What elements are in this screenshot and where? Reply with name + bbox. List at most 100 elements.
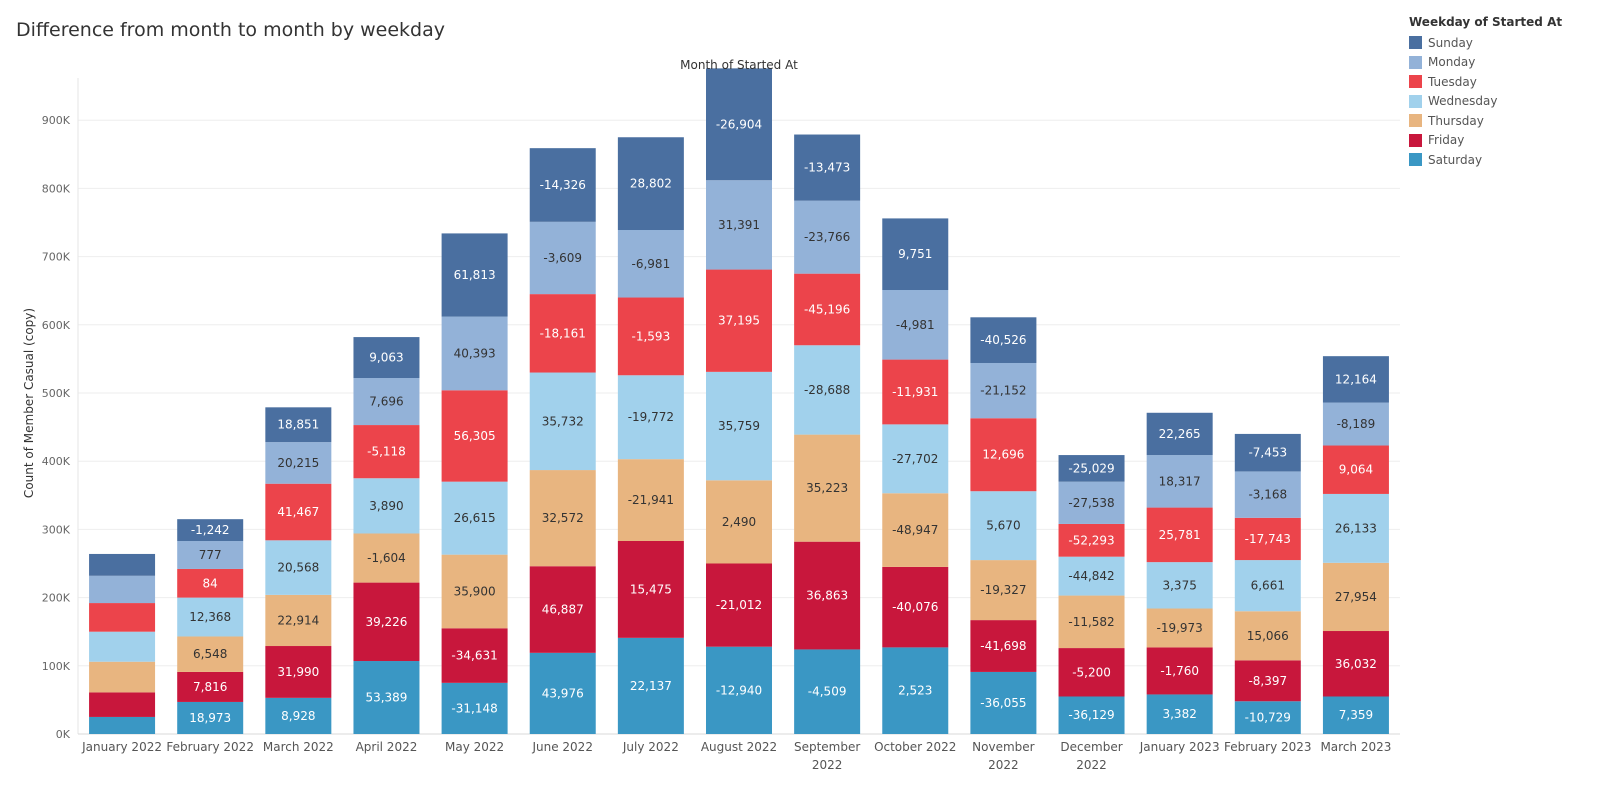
data-label: -14,326: [540, 178, 586, 192]
bars: 18,973 7,816 6,548 12,368 84 777 -1,242 8,928 31…: [89, 68, 1389, 734]
x-tick-label: February 2022: [166, 740, 254, 754]
bar-segment: [177, 636, 244, 672]
data-label: 27,954: [1335, 590, 1377, 604]
data-label: 28,802: [630, 177, 672, 191]
bar-segment: [441, 233, 508, 317]
data-label: 39,226: [365, 615, 407, 629]
data-label: -10,729: [1245, 711, 1291, 725]
legend-swatch: [1409, 55, 1422, 69]
data-label: 6,661: [1251, 579, 1285, 593]
x-tick-label: October 2022: [874, 740, 956, 754]
data-label: -3,168: [1248, 488, 1287, 502]
bar-segment: [970, 491, 1037, 561]
bar-segment: [441, 481, 508, 555]
data-label: 3,382: [1162, 707, 1196, 721]
data-label: 7,359: [1339, 708, 1373, 722]
data-label: -8,189: [1337, 417, 1376, 431]
bar-segment: [177, 540, 244, 569]
x-tick-label: July 2022: [622, 740, 679, 754]
legend-label: Thursday: [1428, 113, 1484, 128]
data-label: 41,467: [277, 505, 319, 519]
bar-segment: [1058, 556, 1125, 596]
data-label: 18,973: [189, 711, 231, 725]
bar-segment: [1322, 402, 1389, 446]
bar-segment: [177, 519, 244, 541]
data-label: -48,947: [892, 523, 938, 537]
bar-segment: [882, 218, 949, 291]
data-label: 7,696: [369, 395, 403, 409]
bar-segment: [617, 540, 684, 638]
y-tick-label: 600K: [42, 319, 71, 332]
x-tick-label: January 2022: [81, 740, 162, 754]
legend-item-friday[interactable]: Friday: [1409, 131, 1562, 151]
x-tick-label: January 2023: [1139, 740, 1220, 754]
bar-segment: [265, 697, 332, 734]
bar-segment: [441, 390, 508, 482]
y-tick-label: 700K: [42, 251, 71, 264]
data-label: 31,391: [718, 218, 760, 232]
data-label: -19,772: [628, 410, 674, 424]
legend-label: Sunday: [1428, 35, 1473, 50]
x-tick-label: 2022: [812, 758, 843, 772]
legend-item-tuesday[interactable]: Tuesday: [1409, 72, 1562, 92]
bar-segment: [353, 582, 420, 662]
bar-segment: [794, 134, 861, 201]
legend-item-sunday[interactable]: Sunday: [1409, 33, 1562, 53]
bar-segment: [265, 442, 332, 484]
bar-segment: [1146, 562, 1213, 609]
data-label: -17,743: [1245, 532, 1291, 546]
bar-segment: [441, 682, 508, 734]
x-tick-label: 2022: [988, 758, 1019, 772]
data-label: 9,751: [898, 247, 932, 261]
bar-segment: [353, 377, 420, 426]
bar-segment: [617, 375, 684, 460]
bar-segment: [617, 137, 684, 231]
data-label: -25,029: [1068, 461, 1114, 475]
legend-swatch: [1409, 114, 1422, 128]
data-label: 53,389: [365, 691, 407, 705]
y-tick-label: 300K: [42, 523, 71, 536]
data-label: -23,766: [804, 230, 850, 244]
data-label: -3,609: [543, 251, 582, 265]
legend-item-thursday[interactable]: Thursday: [1409, 111, 1562, 131]
bar-segment: [265, 594, 332, 647]
legend-item-wednesday[interactable]: Wednesday: [1409, 92, 1562, 112]
data-label: -45,196: [804, 302, 850, 316]
bar-segment: [1058, 648, 1125, 697]
bar-segment: [794, 434, 861, 542]
bar-segment: [265, 483, 332, 541]
bar-segment: [529, 566, 596, 653]
bar-segment: [265, 540, 332, 595]
data-label: -40,526: [980, 333, 1026, 347]
bar-segment: [177, 701, 244, 734]
legend-label: Wednesday: [1428, 94, 1498, 109]
data-label: 56,305: [454, 429, 496, 443]
data-label: 3,890: [369, 499, 403, 513]
x-tick-label: August 2022: [701, 740, 777, 754]
data-label: 25,781: [1159, 528, 1201, 542]
data-label: -19,973: [1157, 621, 1203, 635]
data-label: 20,215: [277, 456, 319, 470]
legend-item-saturday[interactable]: Saturday: [1409, 150, 1562, 170]
bar-segment: [970, 317, 1037, 363]
bar-segment: [1058, 455, 1125, 482]
legend-label: Monday: [1428, 55, 1476, 70]
bar-segment: [1322, 356, 1389, 403]
data-label: -4,509: [808, 685, 847, 699]
bar-segment: [1322, 493, 1389, 563]
legend-item-monday[interactable]: Monday: [1409, 53, 1562, 73]
data-label: 35,732: [542, 414, 584, 428]
data-label: 31,990: [277, 665, 319, 679]
bar-segment: [353, 661, 420, 734]
bar-segment: [529, 372, 596, 471]
data-label: -18,161: [540, 326, 586, 340]
bar-segment: [441, 316, 508, 391]
data-label: -11,931: [892, 385, 938, 399]
bar-segment: [529, 148, 596, 222]
y-tick-label: 800K: [42, 182, 71, 195]
data-label: -6,981: [632, 257, 671, 271]
bar-segment: [529, 652, 596, 734]
data-label: -12,940: [716, 683, 762, 697]
bar-segment: [970, 362, 1037, 419]
bar-segment: [794, 541, 861, 650]
